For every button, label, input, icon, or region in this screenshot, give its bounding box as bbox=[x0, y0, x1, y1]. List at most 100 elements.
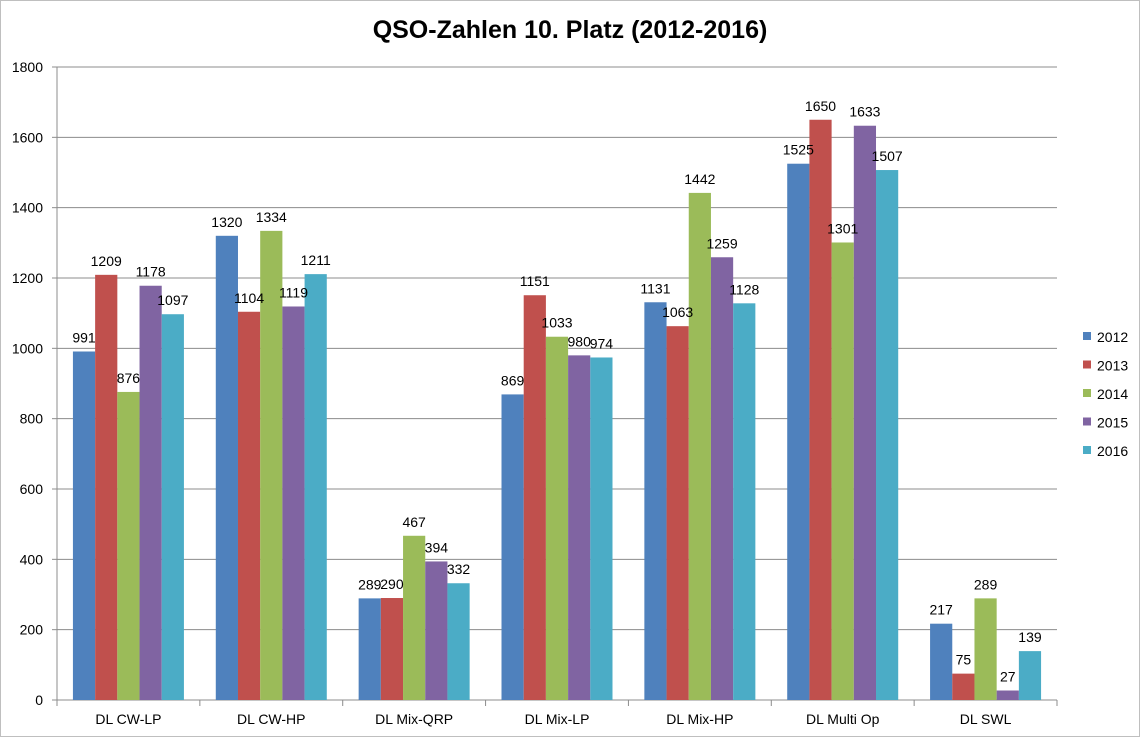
bar bbox=[161, 314, 184, 700]
data-label: 876 bbox=[117, 370, 141, 386]
data-label: 467 bbox=[402, 514, 426, 530]
data-label: 1063 bbox=[662, 304, 693, 320]
data-label: 27 bbox=[1000, 669, 1016, 685]
legend-swatch bbox=[1083, 446, 1091, 454]
bar bbox=[260, 230, 283, 701]
bar bbox=[447, 583, 470, 700]
bar bbox=[282, 306, 305, 700]
bar bbox=[930, 623, 953, 700]
bar bbox=[403, 535, 426, 700]
bar bbox=[787, 163, 810, 701]
bar bbox=[710, 257, 734, 700]
x-tick-label: DL Mix-HP bbox=[666, 711, 733, 727]
bar bbox=[733, 303, 756, 700]
data-label: 1320 bbox=[211, 214, 242, 230]
data-label: 980 bbox=[568, 333, 592, 349]
bar bbox=[545, 336, 569, 700]
bar bbox=[952, 673, 975, 700]
y-tick-label: 0 bbox=[35, 692, 43, 708]
bar bbox=[523, 295, 546, 700]
data-label: 1525 bbox=[783, 142, 814, 158]
bar bbox=[72, 351, 96, 700]
x-tick-label: DL SWL bbox=[960, 711, 1012, 727]
bar bbox=[974, 598, 997, 700]
legend-label: 2015 bbox=[1097, 415, 1128, 431]
y-tick-label: 600 bbox=[20, 481, 44, 497]
bar bbox=[568, 355, 591, 700]
data-label: 1650 bbox=[805, 98, 836, 114]
data-label: 75 bbox=[956, 652, 972, 668]
legend-label: 2012 bbox=[1097, 329, 1128, 345]
bar bbox=[380, 598, 404, 700]
bar bbox=[876, 170, 899, 700]
data-label: 1301 bbox=[827, 220, 858, 236]
data-label: 1119 bbox=[279, 284, 308, 300]
bar bbox=[139, 285, 162, 700]
bar bbox=[358, 598, 381, 700]
bar bbox=[1018, 651, 1042, 700]
bar bbox=[644, 302, 667, 700]
data-label: 1507 bbox=[872, 148, 903, 164]
data-label: 139 bbox=[1018, 629, 1042, 645]
bar bbox=[688, 192, 711, 700]
legend-swatch bbox=[1083, 332, 1091, 340]
y-tick-label: 800 bbox=[20, 411, 44, 427]
y-tick-label: 1800 bbox=[12, 59, 43, 75]
y-tick-label: 1200 bbox=[12, 270, 43, 286]
x-tick-label: DL Mix-QRP bbox=[375, 711, 453, 727]
data-label: 1211 bbox=[301, 252, 331, 268]
data-label: 217 bbox=[929, 602, 953, 618]
bar bbox=[425, 561, 448, 700]
data-label: 1128 bbox=[729, 281, 759, 297]
legend: 2012 2013 2014 2015 2016 bbox=[1083, 329, 1128, 459]
data-label: 1209 bbox=[91, 253, 122, 269]
legend-label: 2016 bbox=[1097, 443, 1128, 459]
data-label: 1633 bbox=[849, 104, 880, 120]
data-label: 1033 bbox=[541, 315, 572, 331]
bar bbox=[215, 235, 238, 701]
bar bbox=[95, 274, 118, 700]
data-label: 289 bbox=[974, 576, 998, 592]
data-label: 1104 bbox=[234, 290, 264, 306]
y-tick-label: 1400 bbox=[12, 200, 43, 216]
y-tick-label: 1000 bbox=[12, 340, 43, 356]
bars bbox=[72, 119, 1042, 701]
y-tick-label: 1600 bbox=[12, 129, 43, 145]
bar bbox=[996, 690, 1019, 700]
data-label: 332 bbox=[447, 561, 471, 577]
data-label: 1259 bbox=[706, 235, 737, 251]
chart-title: QSO-Zahlen 10. Platz (2012-2016) bbox=[372, 16, 768, 44]
legend-label: 2014 bbox=[1097, 386, 1128, 402]
bar bbox=[304, 274, 327, 700]
data-label: 1131 bbox=[640, 280, 670, 296]
data-label: 991 bbox=[72, 329, 96, 345]
data-label: 1334 bbox=[256, 209, 287, 225]
y-tick-label: 200 bbox=[20, 622, 44, 638]
legend-swatch bbox=[1083, 389, 1091, 397]
data-label: 290 bbox=[380, 576, 404, 592]
bar bbox=[590, 357, 613, 700]
data-label: 1178 bbox=[136, 264, 166, 280]
axes: 0 200 400 600 800 1000 1200 1400 1600 1800 DL CW-L… bbox=[12, 59, 1058, 727]
data-label: 1097 bbox=[157, 292, 188, 308]
data-label: 1442 bbox=[684, 171, 715, 187]
data-label: 289 bbox=[358, 576, 382, 592]
bar bbox=[666, 326, 689, 700]
bar bbox=[501, 394, 524, 700]
legend-swatch bbox=[1083, 360, 1091, 369]
x-tick-label: DL CW-HP bbox=[237, 711, 305, 727]
legend-swatch bbox=[1083, 417, 1091, 426]
bar bbox=[117, 391, 140, 700]
bar bbox=[831, 242, 854, 700]
data-label: 1151 bbox=[520, 273, 550, 289]
data-labels: 991 1209 876 1178 1097 1320 1104 1334 1119 1211 28… bbox=[72, 98, 1042, 685]
bar bbox=[237, 311, 261, 700]
data-label: 394 bbox=[425, 539, 449, 555]
data-label: 974 bbox=[590, 335, 614, 351]
bar bbox=[853, 125, 877, 700]
legend-label: 2013 bbox=[1097, 358, 1128, 374]
x-tick-label: DL CW-LP bbox=[95, 711, 161, 727]
bar bbox=[809, 119, 832, 700]
x-tick-label: DL Mix-LP bbox=[525, 711, 590, 727]
